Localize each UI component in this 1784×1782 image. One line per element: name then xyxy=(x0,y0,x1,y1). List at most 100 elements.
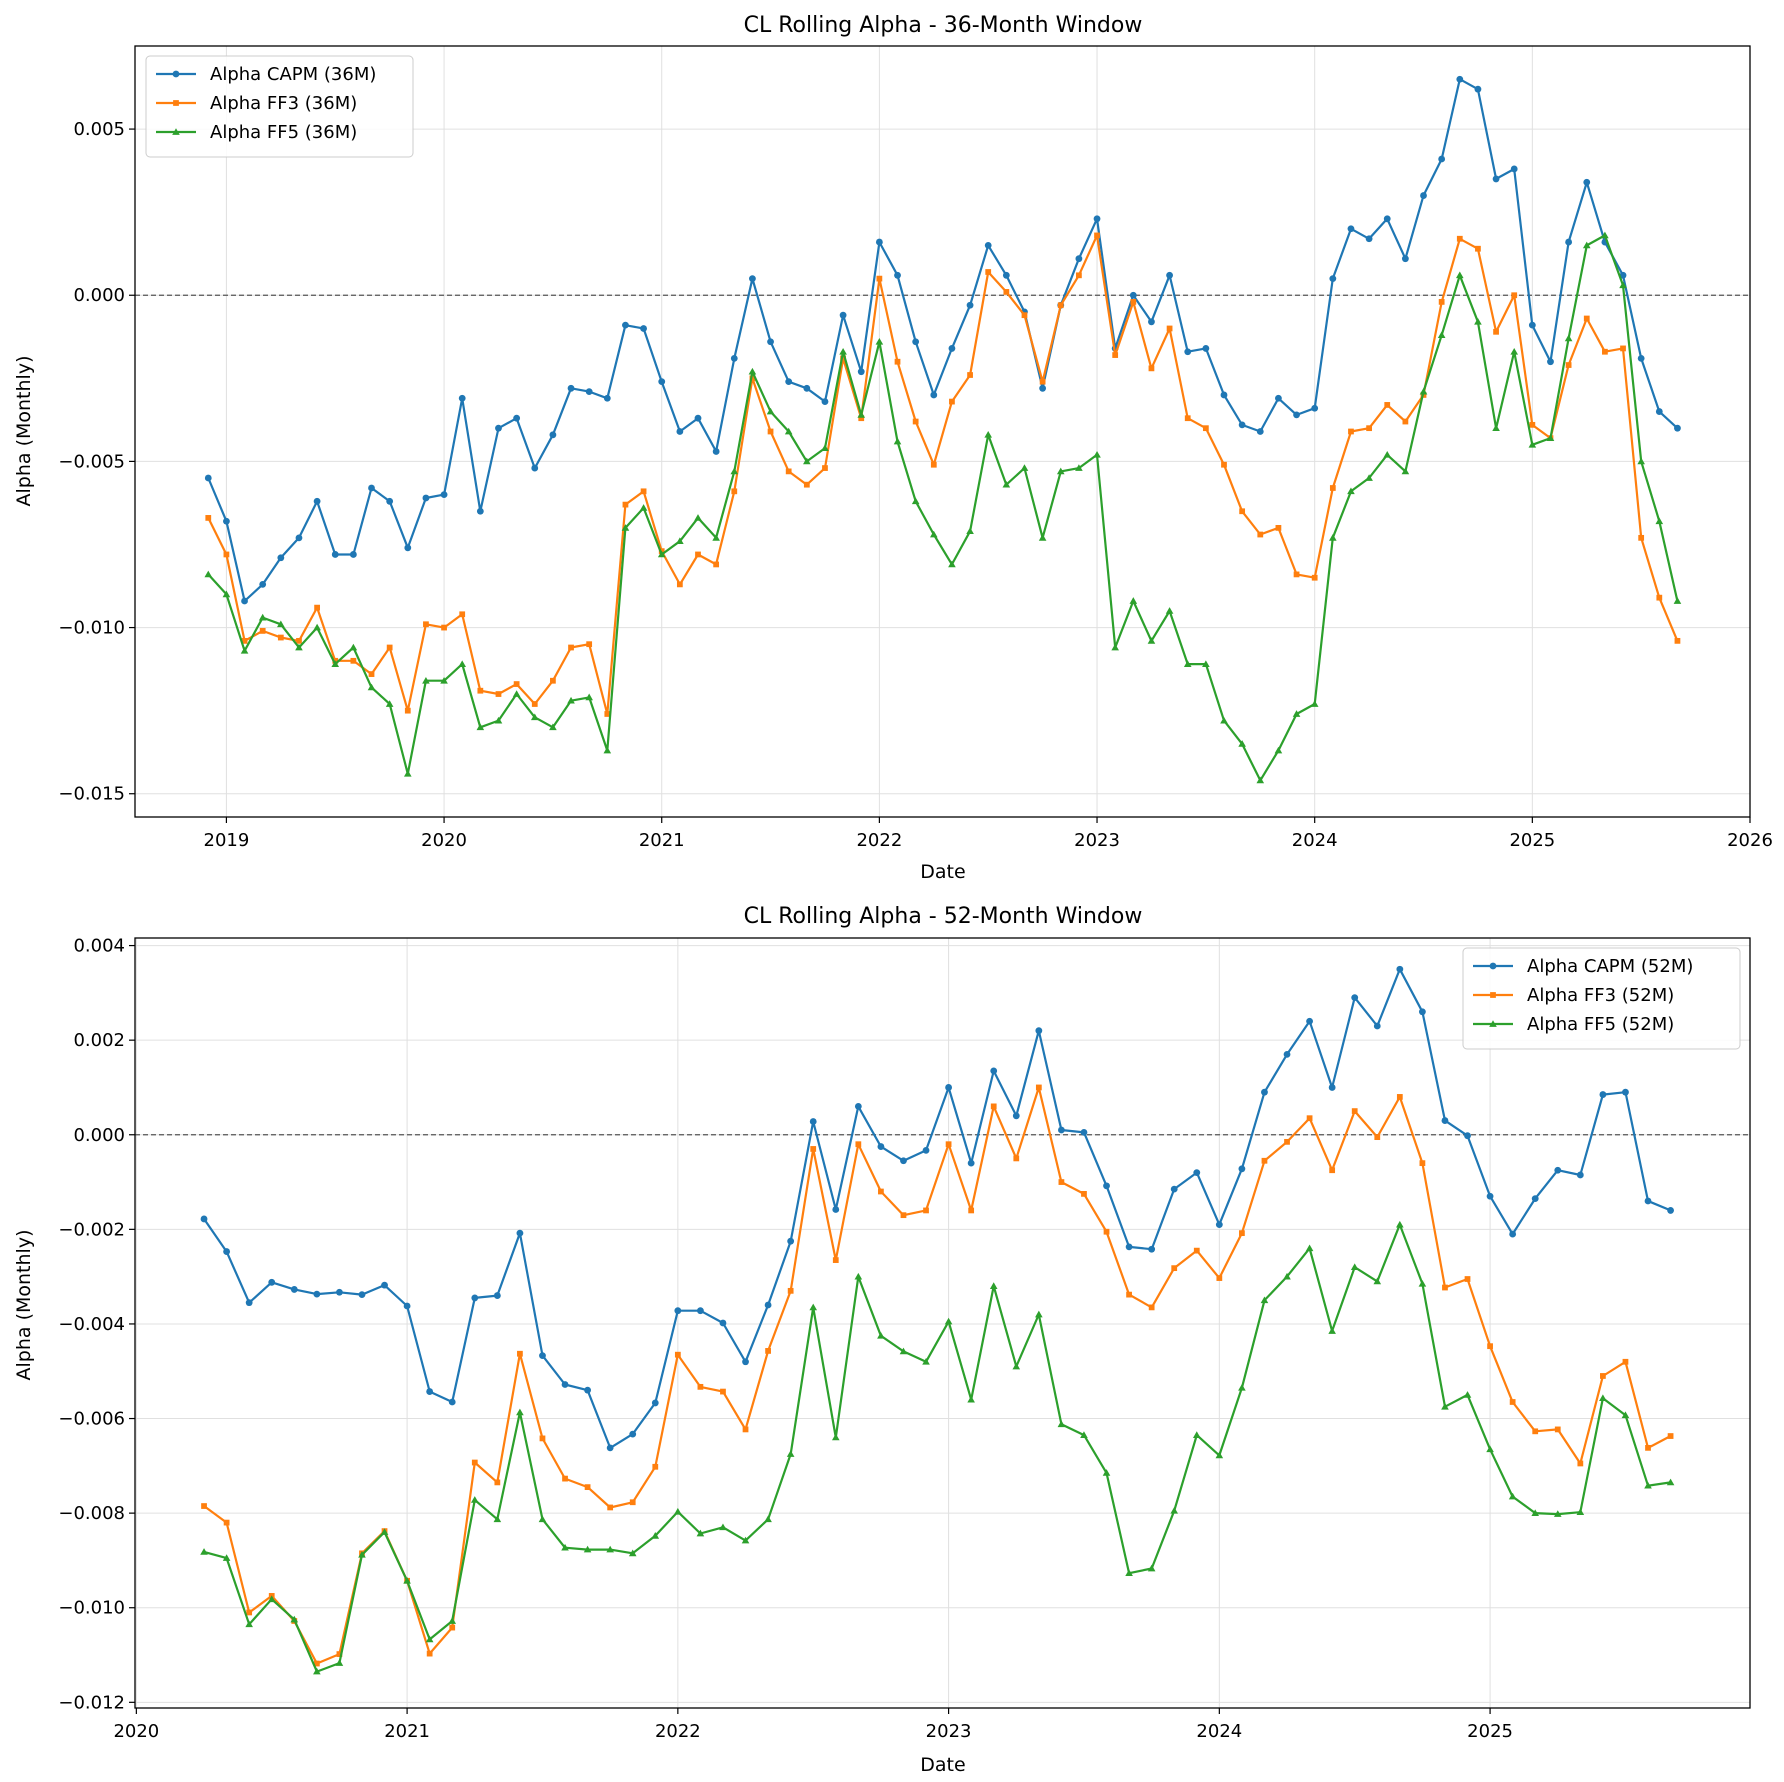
data-point xyxy=(1601,231,1609,239)
data-point xyxy=(1674,424,1681,432)
data-point xyxy=(380,1528,389,1535)
data-point xyxy=(742,1358,749,1366)
data-point xyxy=(1012,1362,1021,1370)
data-point xyxy=(1437,331,1446,338)
data-point xyxy=(567,696,575,704)
data-point xyxy=(1147,1564,1156,1572)
data-point xyxy=(1166,271,1173,279)
data-point xyxy=(984,431,993,438)
data-point xyxy=(1438,155,1446,163)
data-point xyxy=(622,321,629,329)
data-point xyxy=(584,1484,591,1491)
data-point xyxy=(989,1282,998,1289)
series-layer xyxy=(200,965,1675,1675)
data-point xyxy=(1080,1431,1088,1438)
data-point xyxy=(621,524,630,531)
data-point xyxy=(1093,450,1101,458)
data-point xyxy=(367,683,376,691)
data-point xyxy=(1492,424,1500,432)
data-point xyxy=(1420,192,1427,199)
data-point xyxy=(1510,165,1518,173)
data-point xyxy=(712,534,720,541)
data-point xyxy=(1510,347,1519,355)
data-point xyxy=(1220,391,1228,399)
data-point xyxy=(1565,362,1572,368)
data-point xyxy=(1148,318,1155,326)
series-alpha-capm-36m xyxy=(204,75,1681,605)
data-point xyxy=(1351,1108,1358,1114)
data-point xyxy=(471,1459,478,1466)
data-point xyxy=(358,1291,366,1299)
data-point xyxy=(1565,238,1573,246)
data-point xyxy=(495,424,502,432)
data-point xyxy=(1238,1383,1246,1391)
data-point xyxy=(1039,384,1047,392)
data-point xyxy=(1486,1445,1494,1453)
data-point xyxy=(749,375,756,382)
data-point xyxy=(985,269,992,275)
data-point xyxy=(1418,1008,1426,1016)
series-line xyxy=(203,1086,1672,1665)
data-point xyxy=(730,354,738,362)
data-point xyxy=(313,1290,321,1298)
data-point xyxy=(1003,289,1010,295)
data-point xyxy=(966,301,974,309)
data-point xyxy=(313,497,321,505)
data-point xyxy=(1583,315,1590,322)
data-point xyxy=(923,1207,929,1214)
data-point xyxy=(1554,1166,1562,1174)
y-tick-label: 0.002 xyxy=(73,1030,125,1051)
data-point xyxy=(1329,275,1337,283)
data-point xyxy=(1012,1112,1020,1120)
data-point xyxy=(1306,1017,1313,1025)
data-point xyxy=(1442,1284,1448,1291)
data-point xyxy=(513,681,520,687)
data-point xyxy=(765,1348,771,1354)
data-point xyxy=(204,570,213,578)
data-point xyxy=(1256,428,1264,435)
data-point xyxy=(1238,1165,1246,1173)
data-point xyxy=(1215,1451,1224,1459)
data-point xyxy=(1529,421,1536,428)
y-axis-label: Alpha (Monthly) xyxy=(13,356,35,507)
data-point xyxy=(894,271,901,279)
legend-box xyxy=(145,55,414,158)
data-point xyxy=(657,550,666,558)
data-point xyxy=(1057,302,1064,309)
data-point xyxy=(1456,235,1463,242)
data-point xyxy=(1528,321,1536,329)
data-point xyxy=(422,494,430,502)
data-point xyxy=(1673,597,1682,604)
data-point xyxy=(471,1294,479,1302)
data-point xyxy=(968,1207,975,1214)
data-point xyxy=(893,437,902,445)
data-point xyxy=(1171,1265,1178,1272)
data-point xyxy=(1075,255,1083,263)
data-point xyxy=(1396,965,1404,973)
data-point xyxy=(381,1281,388,1289)
data-point xyxy=(562,1475,568,1482)
data-point xyxy=(1351,994,1359,1001)
data-point xyxy=(1493,328,1499,335)
data-point xyxy=(495,691,502,697)
data-point xyxy=(1383,215,1391,223)
data-point xyxy=(748,367,757,375)
data-point xyxy=(1130,299,1137,305)
data-point xyxy=(1021,312,1028,319)
data-point xyxy=(530,713,539,721)
data-point xyxy=(839,347,847,355)
data-point xyxy=(441,624,447,631)
data-point xyxy=(1474,85,1482,93)
data-point xyxy=(583,1545,592,1553)
data-point xyxy=(1463,1391,1472,1398)
data-point xyxy=(1170,1506,1179,1514)
y-tick-label: −0.015 xyxy=(58,784,125,805)
data-point xyxy=(1553,1510,1562,1517)
data-point xyxy=(1329,485,1336,491)
legend-label: Alpha CAPM (52M) xyxy=(1527,956,1693,977)
data-point xyxy=(967,1395,975,1403)
data-point xyxy=(568,644,574,651)
data-point xyxy=(1655,408,1663,415)
data-point xyxy=(1239,508,1246,515)
data-point xyxy=(1002,271,1010,279)
